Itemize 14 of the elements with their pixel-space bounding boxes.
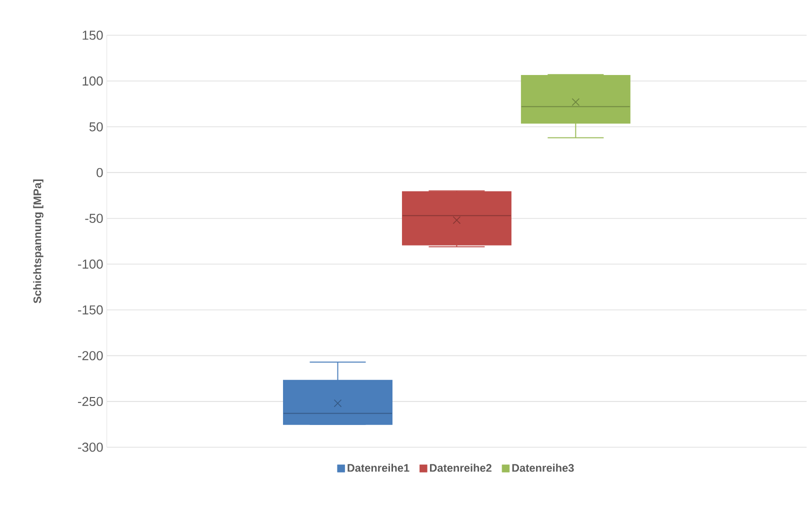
- y-tick-label: 100: [82, 76, 103, 86]
- y-tick-label: 0: [96, 168, 103, 178]
- legend-label: Datenreihe1: [348, 464, 410, 472]
- y-tick-label: -250: [78, 396, 103, 406]
- legend-label: Datenreihe3: [512, 464, 574, 472]
- y-tick-label: -50: [85, 214, 103, 223]
- y-axis-title: Schichtspannung [MPa]: [33, 180, 44, 304]
- y-tick-label: 50: [89, 122, 103, 132]
- y-tick-label: 150: [82, 30, 103, 40]
- legend-label: Datenreihe2: [430, 464, 492, 472]
- y-tick-label: -200: [78, 351, 103, 360]
- y-tick-label: -300: [78, 442, 103, 452]
- y-tick-label: -150: [78, 305, 103, 314]
- y-tick-label: -100: [78, 259, 103, 269]
